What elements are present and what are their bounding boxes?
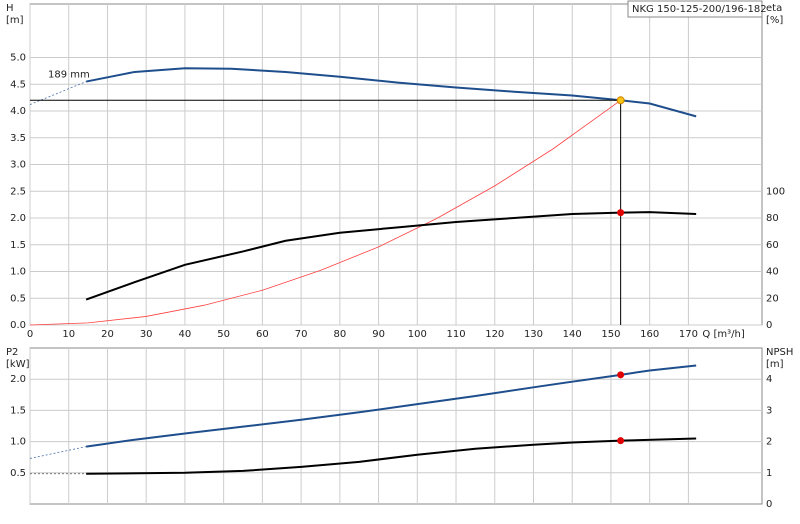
x-tick-label: 40 xyxy=(179,329,192,340)
y-tick-label: 2.0 xyxy=(10,213,26,224)
y2-tick-label: 80 xyxy=(766,213,779,224)
point xyxy=(617,209,625,217)
title-box xyxy=(627,0,763,18)
y-tick-label: 3.0 xyxy=(10,160,26,171)
y2-tick-label: 2 xyxy=(766,437,772,448)
x-axis-label: Q [m³/h] xyxy=(702,329,744,340)
y-tick-label: 0.0 xyxy=(10,320,26,331)
x-tick-label: 80 xyxy=(333,329,346,340)
y-axis-label: P2 xyxy=(6,347,18,358)
x-tick-label: 170 xyxy=(679,329,698,340)
y-tick-label: 1.5 xyxy=(10,240,26,251)
y-tick-label: 1.0 xyxy=(10,437,26,448)
x-tick-label: 20 xyxy=(101,329,114,340)
point xyxy=(617,437,625,445)
curve xyxy=(86,437,697,475)
x-tick-label: 0 xyxy=(27,329,33,340)
x-tick-label: 110 xyxy=(446,329,465,340)
y-axis-label: H xyxy=(6,3,14,14)
y-tick-label: 2.5 xyxy=(10,186,26,197)
y2-axis-label: NPSH xyxy=(766,347,793,358)
x-tick-label: 90 xyxy=(372,329,385,340)
y-tick-label: 5.0 xyxy=(10,53,26,64)
curve xyxy=(29,99,621,326)
y2-tick-label: 1 xyxy=(766,468,772,479)
y-tick-label: 0.5 xyxy=(10,293,26,304)
y2-tick-label: 40 xyxy=(766,267,779,278)
chart-title: NKG 150-125-200/196-182 xyxy=(632,4,767,15)
y-axis-label: [kW] xyxy=(6,359,30,370)
y-tick-label: 1.0 xyxy=(10,267,26,278)
annotation: 189 mm xyxy=(48,69,90,80)
y2-axis-label: [%] xyxy=(766,15,783,26)
curve xyxy=(29,446,87,459)
y-tick-label: 4.0 xyxy=(10,106,26,117)
y-tick-label: 3.5 xyxy=(10,133,26,144)
y-tick-label: 4.5 xyxy=(10,79,26,90)
x-tick-label: 70 xyxy=(295,329,308,340)
x-tick-label: 10 xyxy=(62,329,75,340)
y2-tick-label: 20 xyxy=(766,293,779,304)
x-tick-label: 60 xyxy=(256,329,269,340)
y2-tick-label: 0 xyxy=(766,320,772,331)
point xyxy=(616,96,625,105)
x-tick-label: 100 xyxy=(408,329,427,340)
y2-tick-label: 60 xyxy=(766,240,779,251)
x-tick-label: 130 xyxy=(524,329,543,340)
y2-tick-label: 0 xyxy=(766,499,772,510)
y2-tick-label: 100 xyxy=(766,186,785,197)
point xyxy=(617,371,625,379)
x-tick-label: 120 xyxy=(485,329,504,340)
y-tick-label: 0.5 xyxy=(10,468,26,479)
x-tick-label: 160 xyxy=(640,329,659,340)
y-axis-label: [m] xyxy=(6,15,24,26)
y2-tick-label: 3 xyxy=(766,405,772,416)
x-tick-label: 30 xyxy=(140,329,153,340)
x-tick-label: 50 xyxy=(217,329,230,340)
y2-axis-label: [m] xyxy=(766,359,784,370)
plot-area xyxy=(29,347,763,505)
y2-tick-label: 4 xyxy=(766,374,772,385)
x-tick-label: 150 xyxy=(601,329,620,340)
y2-axis-label: eta xyxy=(766,3,782,14)
y-tick-label: 1.5 xyxy=(10,405,26,416)
x-tick-label: 140 xyxy=(563,329,582,340)
y-tick-label: 2.0 xyxy=(10,374,26,385)
